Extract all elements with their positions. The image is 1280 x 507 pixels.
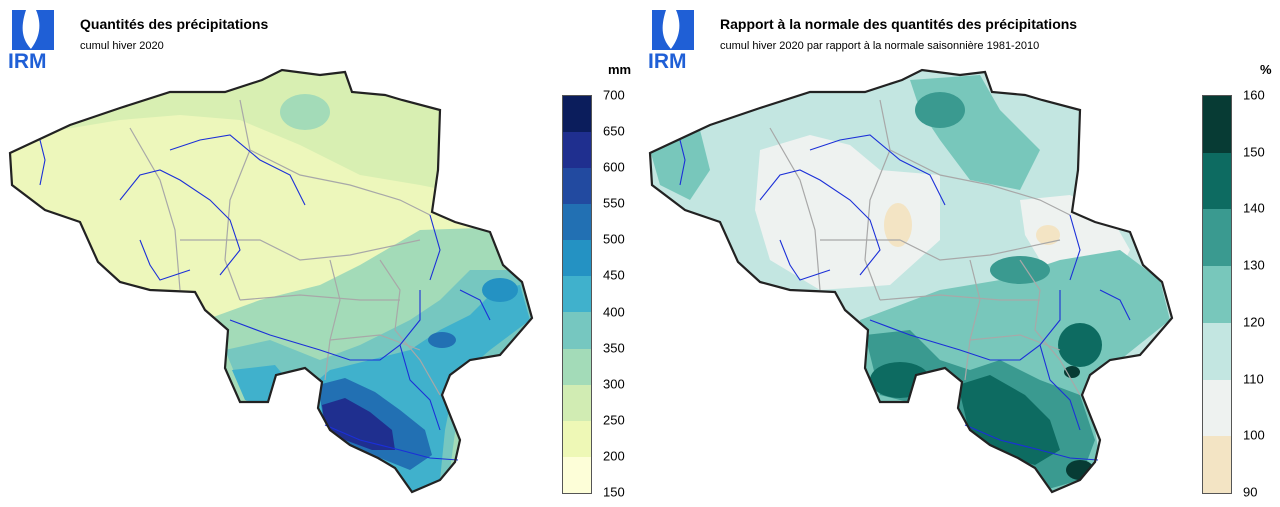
near-normal-west [755, 135, 940, 290]
legend-color-box [563, 276, 591, 313]
map-subtitle: cumul hiver 2020 [80, 40, 164, 52]
legend-unit: mm [608, 62, 632, 77]
east-core-region [428, 332, 456, 348]
legend-tick-label: 100 [1243, 427, 1265, 443]
legend-tick-label: 500 [603, 231, 625, 247]
precipitation-map [8, 68, 534, 494]
belgium-border [8, 68, 534, 494]
map-subtitle: cumul hiver 2020 par rapport à la normal… [720, 40, 1040, 52]
legend-color-box [1203, 436, 1231, 493]
legend-tick-label: 150 [603, 484, 625, 500]
precipitation-legend-labels: 700 650 600 550 500 450 400 350 300 250 200 150 [603, 88, 653, 500]
legend-color-box [1203, 96, 1231, 153]
irm-logo-text: IRM [648, 50, 687, 73]
legend-color-box [563, 384, 591, 421]
legend-tick-label: 350 [603, 340, 625, 356]
legend-color-box [563, 132, 591, 169]
legend-color-box [563, 420, 591, 457]
legend-tick-label: 450 [603, 267, 625, 283]
legend-tick-label: 550 [603, 195, 625, 211]
below-normal-east [1036, 225, 1060, 245]
belgium-border [648, 68, 1174, 494]
legend-tick-label: 110 [1243, 371, 1264, 387]
high-north [915, 92, 965, 128]
ratio-legend-labels: 160 150 140 130 120 110 100 90 [1243, 88, 1280, 500]
map-title: Rapport à la normale des quantités des p… [720, 16, 1078, 32]
very-high-east [1058, 323, 1102, 367]
legend-unit: % [1260, 62, 1272, 77]
legend-tick-label: 700 [603, 87, 625, 103]
legend-tick-label: 650 [603, 123, 625, 139]
legend-color-box [563, 456, 591, 493]
legend-color-box [1203, 209, 1231, 267]
precipitation-legend [562, 95, 592, 494]
legend-tick-label: 160 [1243, 87, 1265, 103]
ratio-map [648, 68, 1174, 494]
legend-color-box [563, 168, 591, 205]
legend-tick-label: 90 [1243, 484, 1258, 500]
legend-color-box [1203, 379, 1231, 437]
ratio-legend [1202, 95, 1232, 494]
legend-color-box [1203, 266, 1231, 323]
legend-color-box [563, 96, 591, 133]
legend-tick-label: 150 [1243, 144, 1265, 160]
below-normal-west [884, 203, 912, 247]
legend-color-box [563, 204, 591, 241]
legend-tick-label: 300 [603, 376, 625, 392]
moderate-west-coast [650, 130, 710, 200]
legend-tick-label: 120 [1243, 314, 1265, 330]
legend-tick-label: 400 [603, 304, 625, 320]
legend-color-box [1203, 322, 1231, 380]
irm-logo-icon [12, 10, 54, 50]
north-lobe-region [280, 94, 330, 130]
east-high-region [482, 278, 518, 302]
legend-tick-label: 140 [1243, 200, 1265, 216]
precipitation-panel: IRM Quantités des précipitations cumul h… [8, 10, 632, 500]
very-high-south-west [870, 362, 930, 398]
legend-color-box [1203, 152, 1231, 210]
ratio-panel: IRM Rapport à la normale des quantités d… [640, 0, 1280, 507]
high-east [990, 256, 1050, 284]
legend-tick-label: 600 [603, 159, 625, 175]
extreme-south [1066, 460, 1094, 480]
legend-tick-label: 250 [603, 412, 625, 428]
irm-logo-text: IRM [8, 50, 47, 73]
legend-color-box [563, 240, 591, 277]
irm-logo-icon [652, 10, 694, 50]
legend-color-box [563, 312, 591, 349]
legend-tick-label: 200 [603, 448, 625, 464]
map-title: Quantités des précipitations [80, 16, 269, 32]
legend-tick-label: 130 [1243, 257, 1265, 273]
ardennes-high-region [232, 285, 530, 492]
legend-color-box [563, 348, 591, 385]
